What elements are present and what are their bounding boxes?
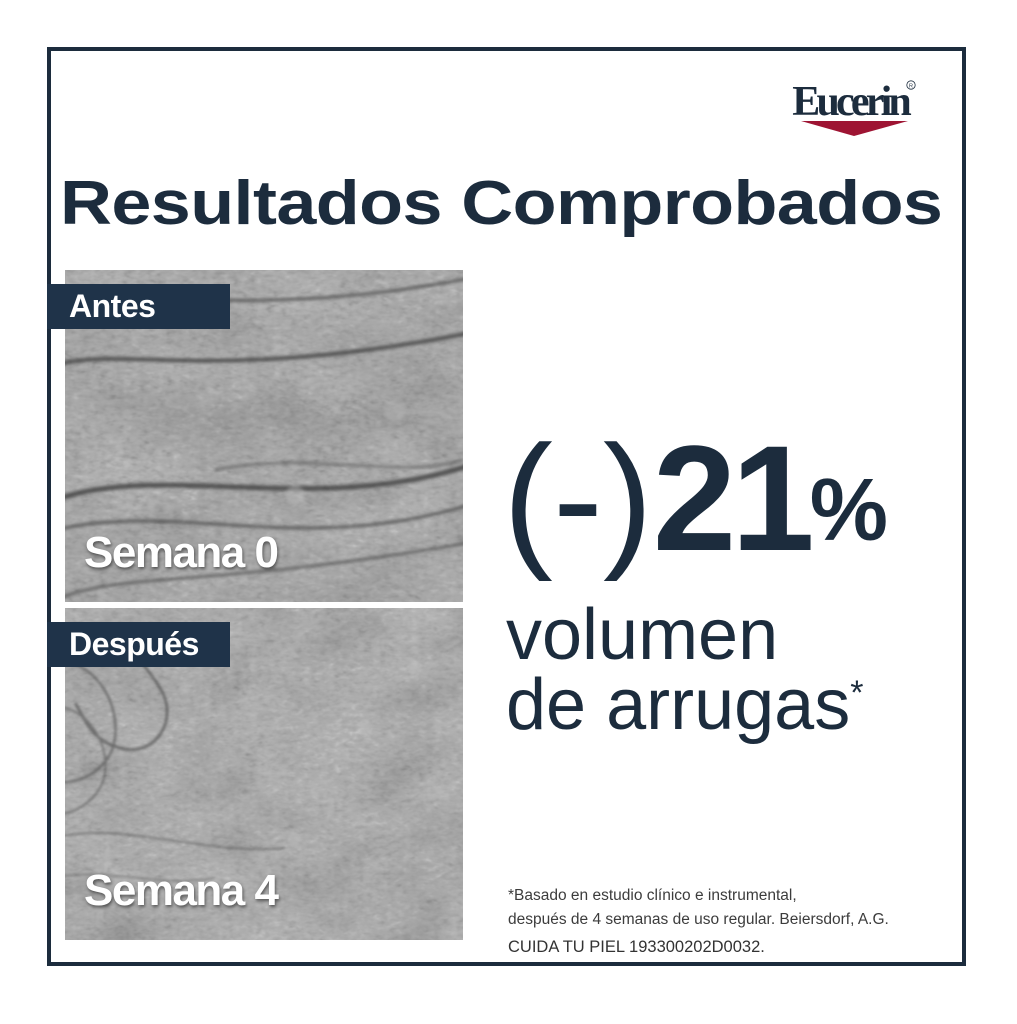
svg-text:R: R	[909, 84, 913, 90]
svg-text:Eucerin: Eucerin	[792, 79, 911, 125]
